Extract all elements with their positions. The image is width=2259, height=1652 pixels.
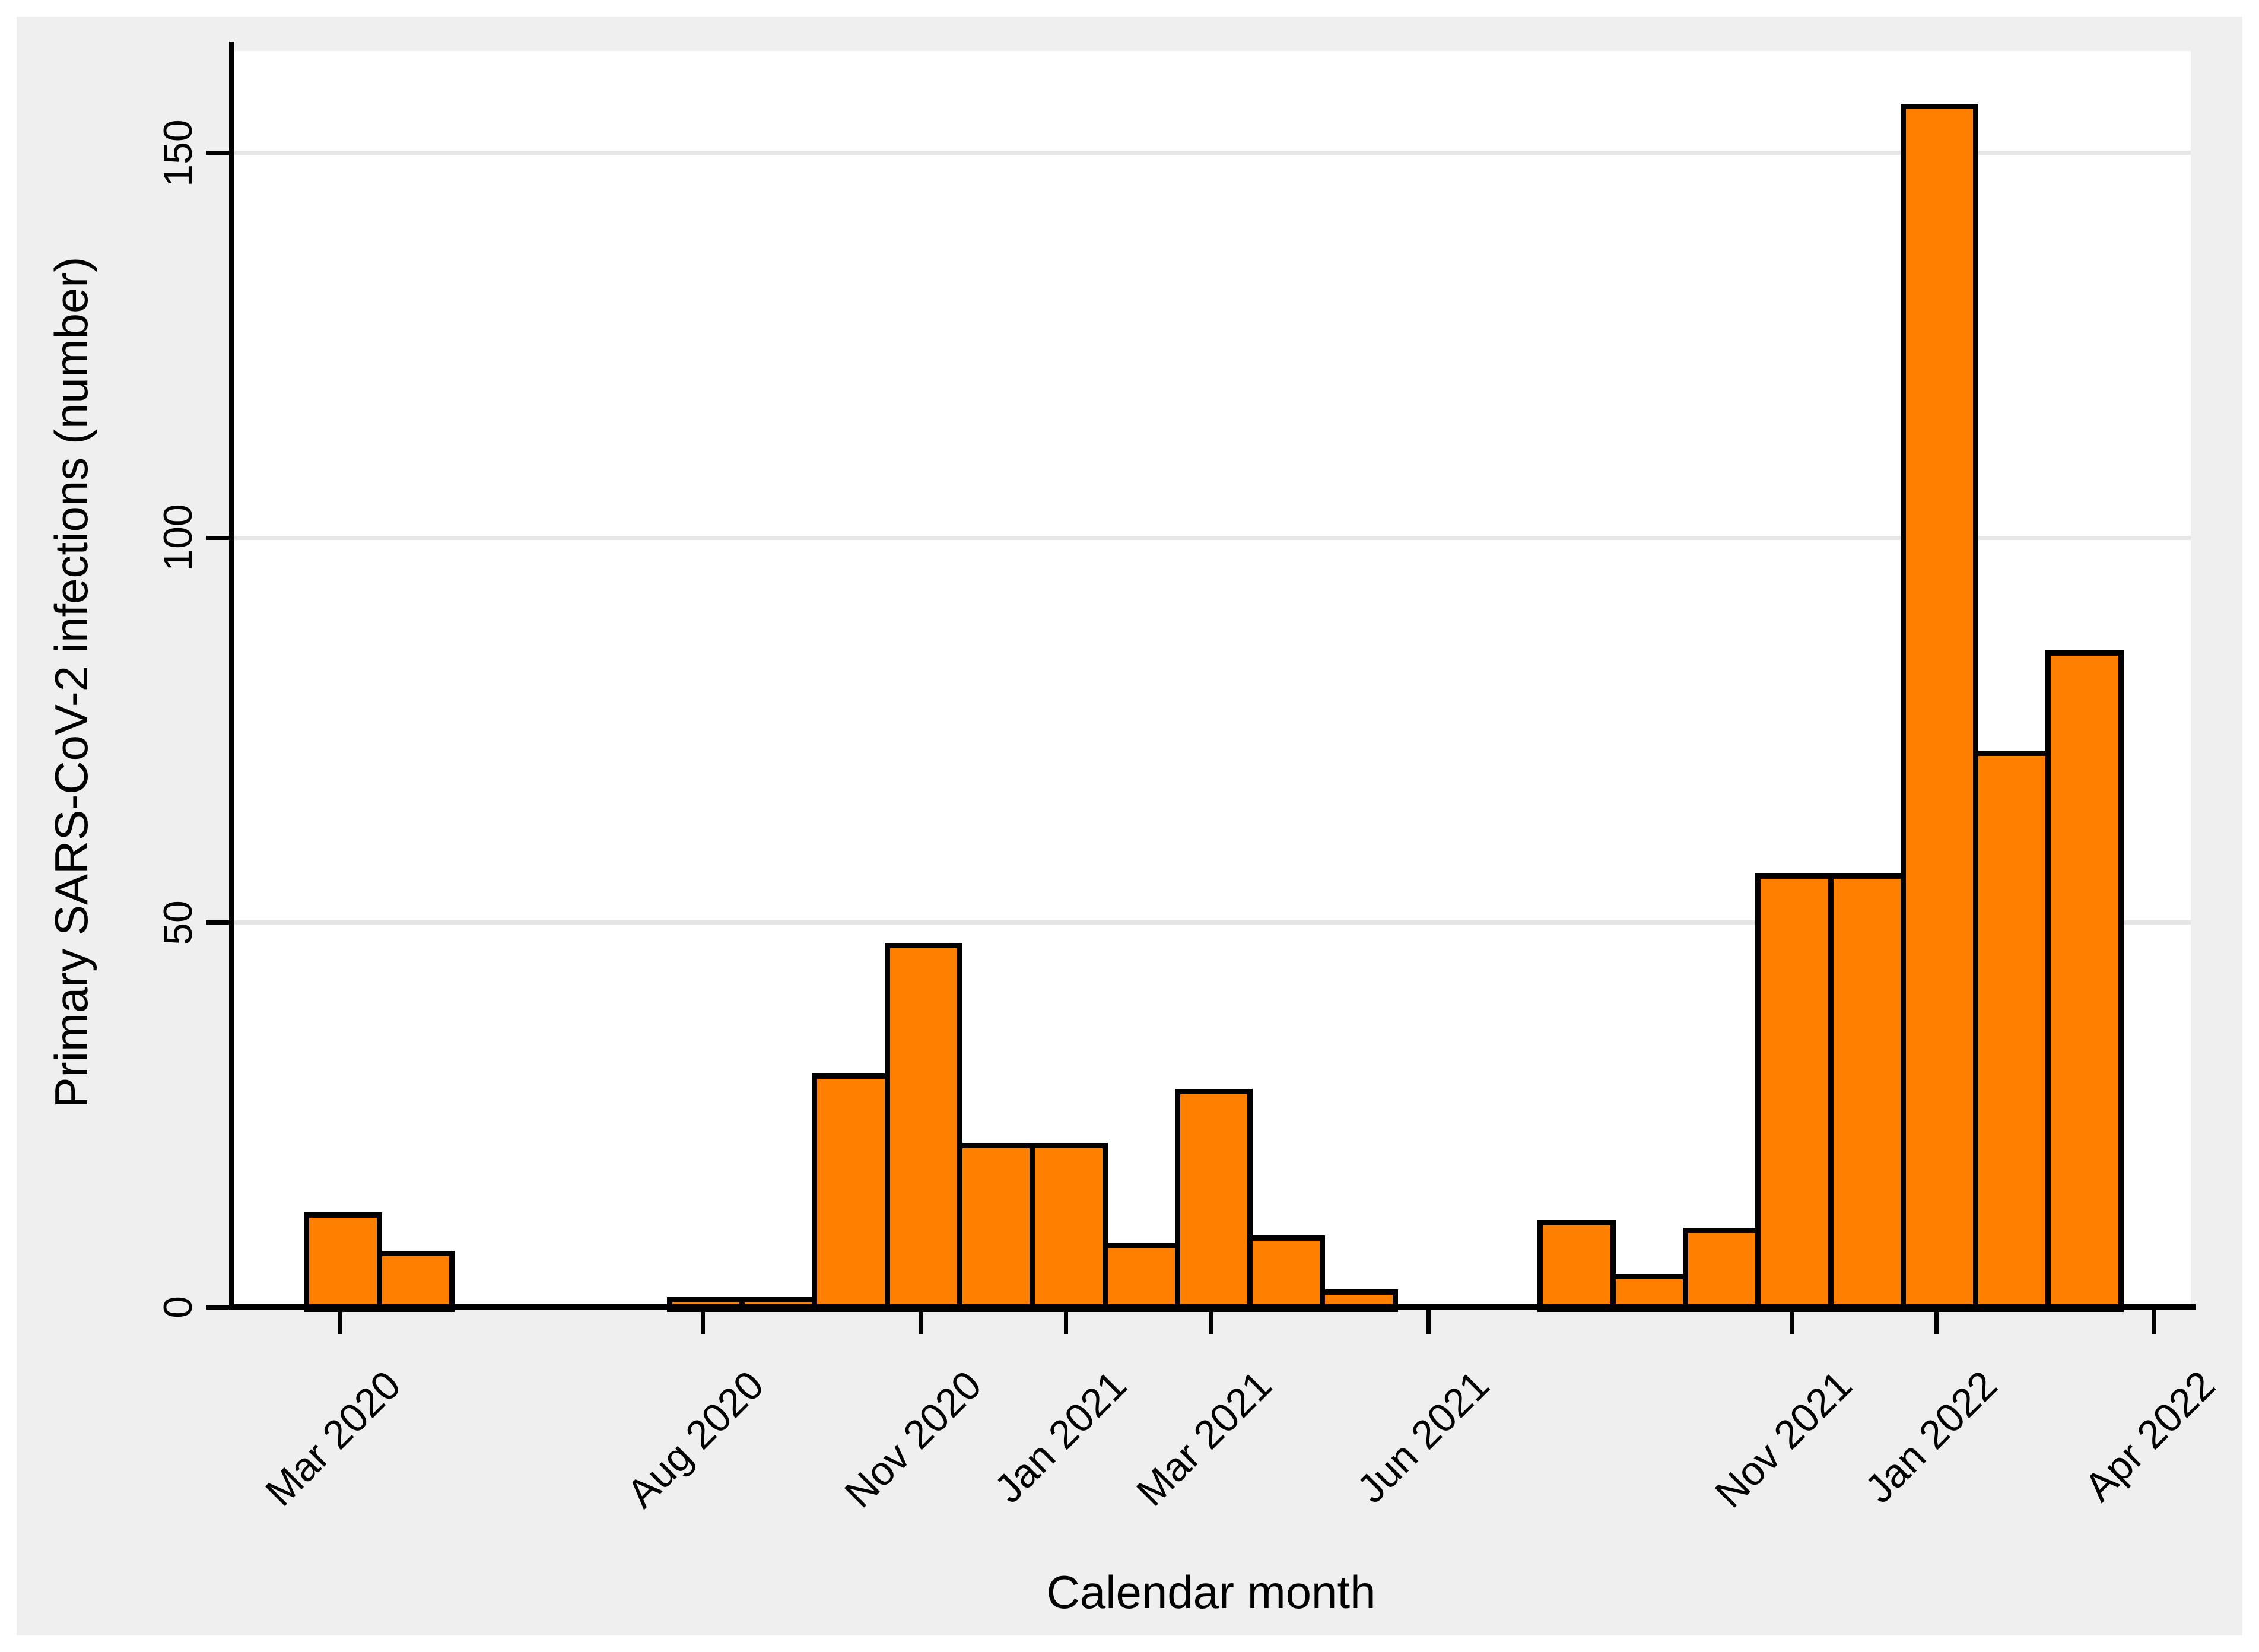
bar [2045,650,2124,1313]
y-tick [206,151,229,155]
x-tick [1789,1310,1794,1334]
y-axis-title: Primary SARS-CoV-2 infections (number) [45,256,97,1108]
bar [304,1212,382,1313]
x-tick-label: Jan 2021 [986,1362,1135,1512]
bar [1828,873,1906,1313]
bar [957,1143,1035,1313]
x-tick-label: Nov 2021 [1707,1362,1861,1517]
x-tick [1426,1310,1431,1334]
bar [376,1250,455,1313]
y-tick [206,1305,229,1310]
bar [1682,1227,1761,1313]
x-tick [1934,1310,1939,1334]
x-axis-line [229,1304,2196,1310]
y-gridline [231,920,2191,925]
y-tick-label: 0 [155,1296,201,1319]
x-tick-label: Nov 2020 [835,1362,990,1517]
x-tick [2152,1310,2157,1334]
y-tick-label: 100 [155,504,201,571]
bar [1030,1143,1108,1313]
y-tick [206,920,229,925]
x-tick-label: Mar 2021 [1127,1362,1281,1515]
y-gridline [231,535,2191,540]
bar [1755,873,1834,1313]
y-gridline [231,151,2191,155]
x-tick [1063,1310,1068,1334]
x-tick-label: Jan 2022 [1856,1362,2006,1512]
x-tick-label: Mar 2020 [257,1362,409,1515]
x-tick-label: Apr 2022 [2076,1362,2224,1510]
y-tick-label: 50 [155,900,201,945]
bar [1102,1243,1180,1313]
x-tick [919,1310,923,1334]
y-tick [206,535,229,540]
x-axis-title: Calendar month [1046,1566,1376,1618]
bar [884,942,962,1313]
bar [1537,1219,1616,1313]
bar [1174,1089,1253,1313]
figure-canvas: Primary SARS-CoV-2 infections (number) C… [17,17,2242,1635]
y-axis-line [229,42,234,1310]
x-tick [701,1310,706,1334]
bar [1247,1235,1326,1313]
bar [812,1073,890,1313]
bar [1973,750,2051,1313]
bar [1900,104,1979,1313]
x-tick-label: Aug 2020 [618,1362,773,1517]
x-tick [1209,1310,1213,1334]
y-tick-label: 150 [155,119,201,187]
x-tick-label: Jun 2021 [1348,1362,1498,1512]
x-tick [338,1310,342,1334]
